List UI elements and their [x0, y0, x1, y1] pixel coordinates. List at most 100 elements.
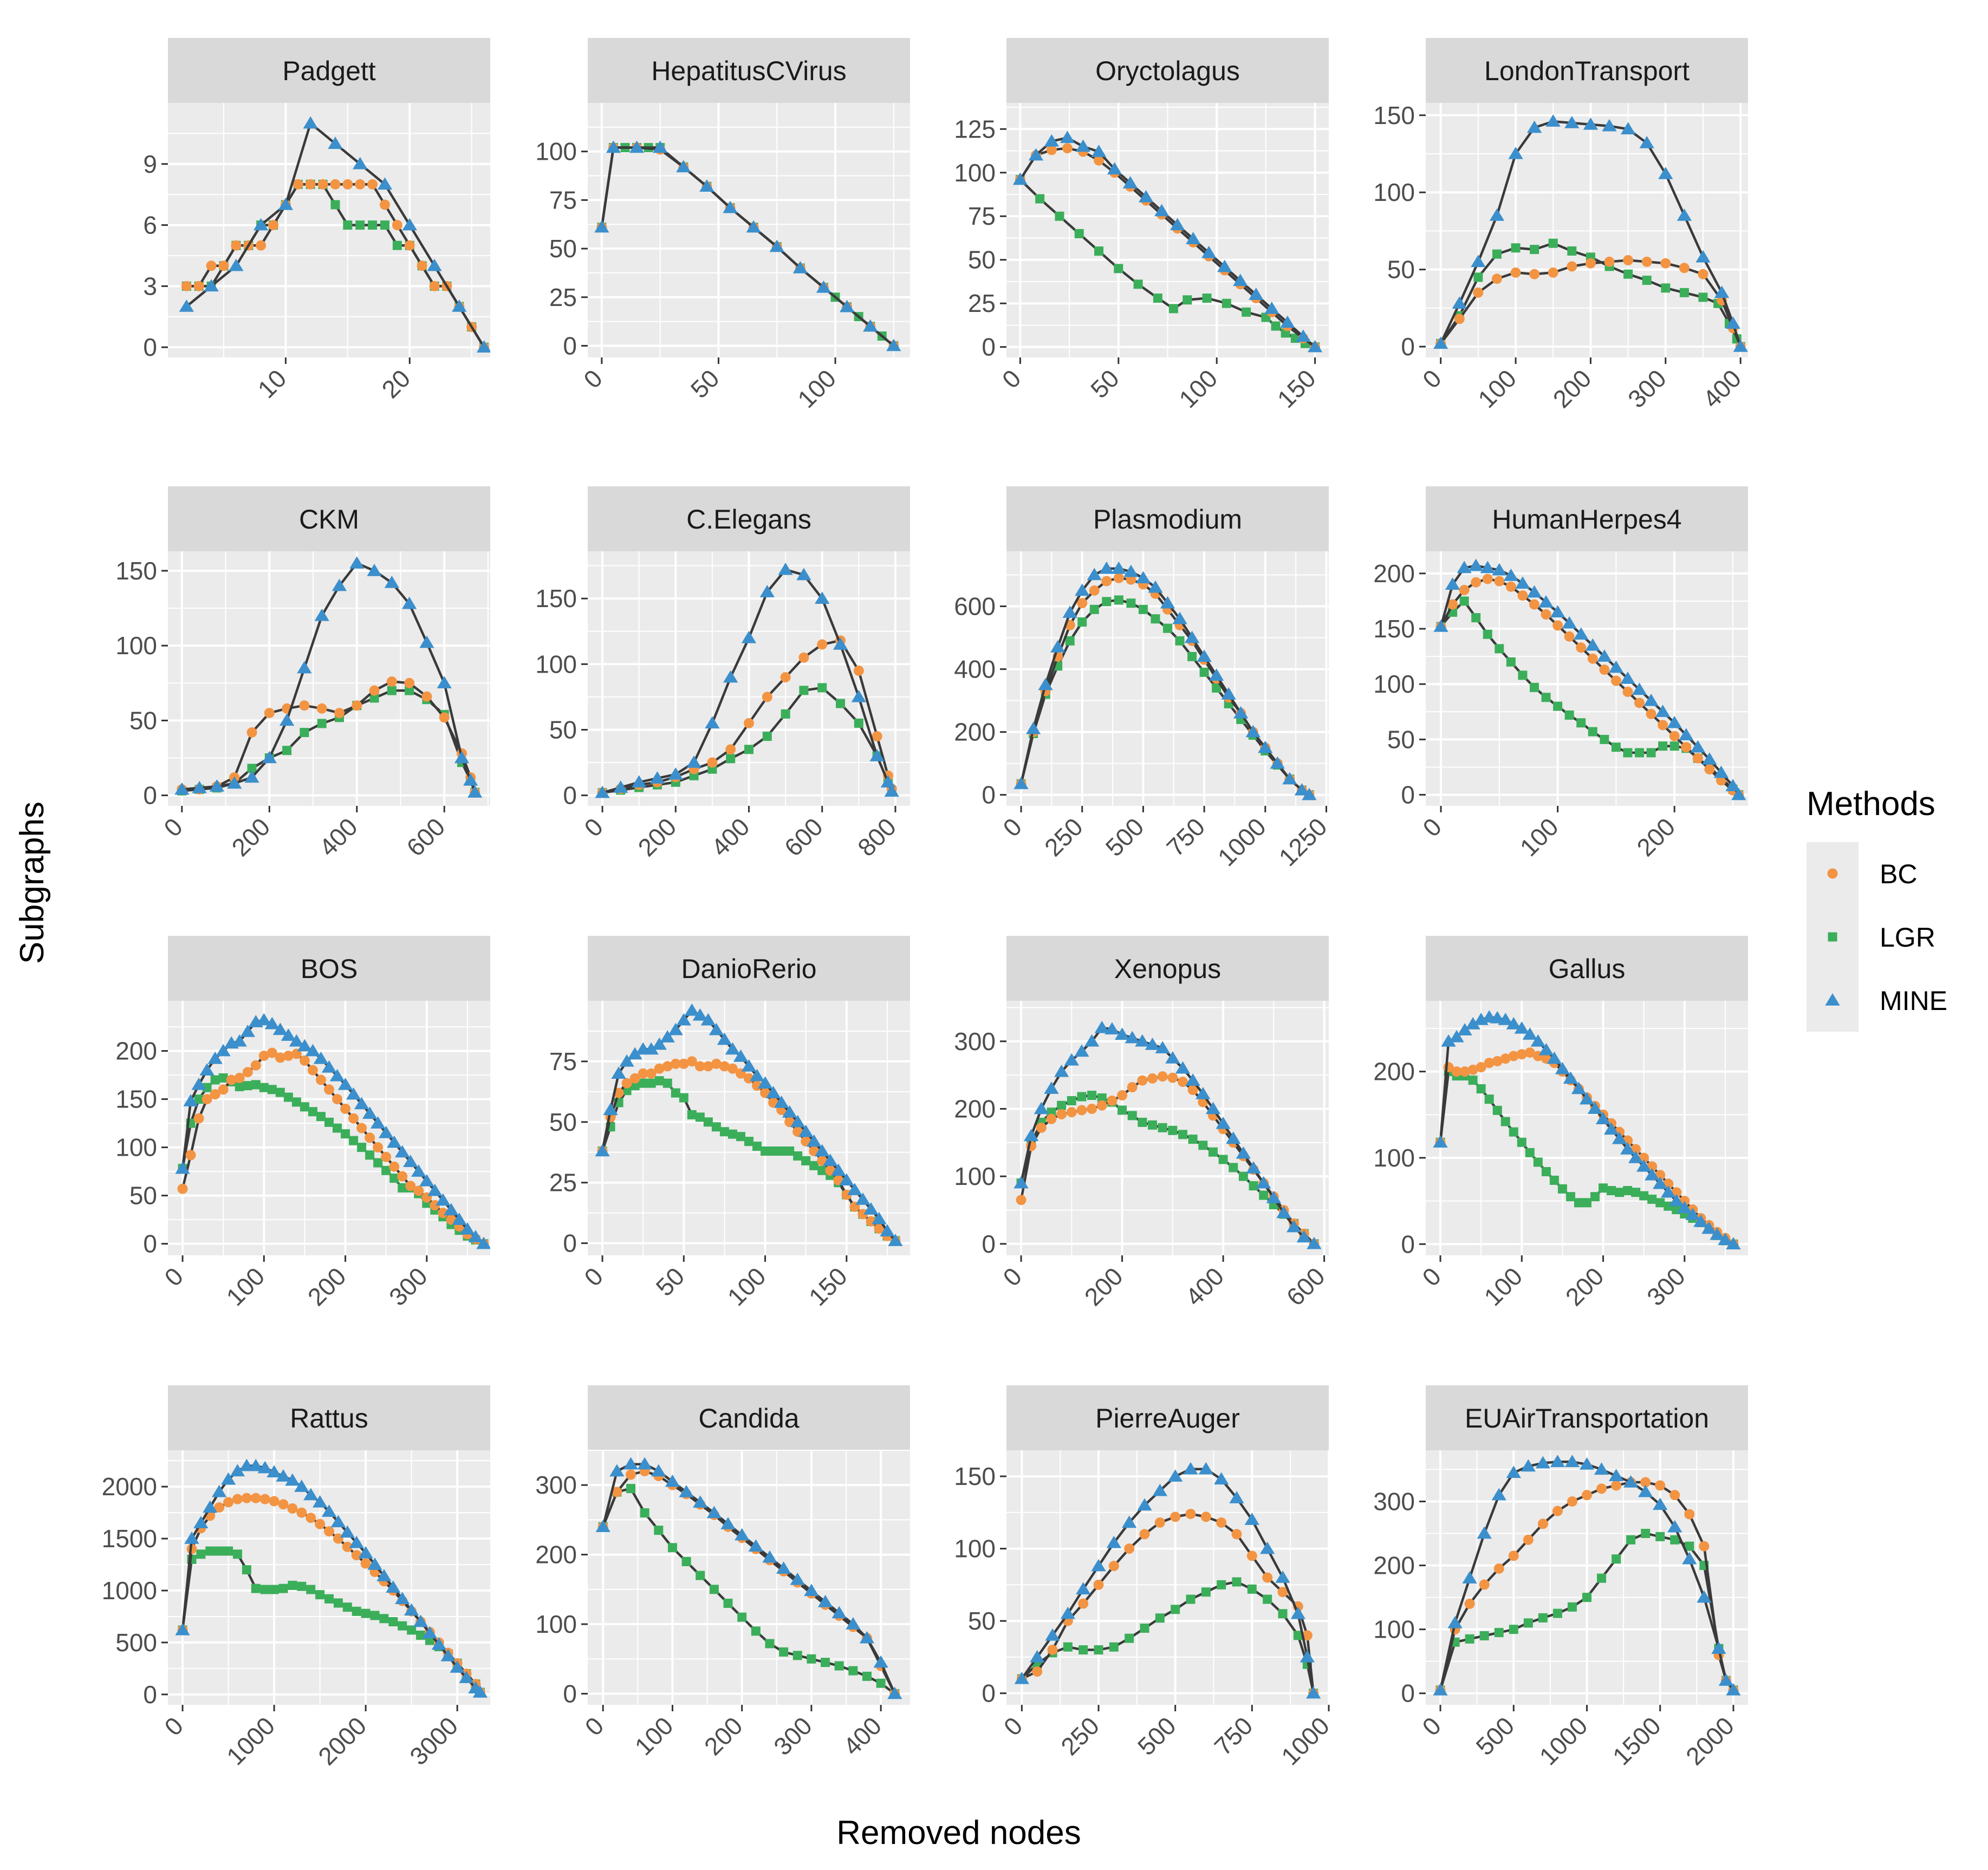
point-mine	[1620, 1142, 1635, 1155]
point-bc	[621, 1078, 632, 1089]
point-bc	[686, 1056, 697, 1067]
point-mine	[676, 160, 691, 173]
point-mine	[362, 1106, 378, 1119]
point-bc	[315, 1519, 326, 1529]
point-lgr	[1600, 734, 1609, 744]
point-lgr	[1178, 1130, 1187, 1139]
point-mine	[379, 1125, 394, 1138]
panel-strip	[1006, 936, 1329, 1001]
point-bc	[269, 1496, 280, 1507]
point-bc	[259, 1494, 270, 1504]
point-mine	[1449, 1030, 1464, 1042]
point-bc	[1216, 1517, 1227, 1528]
point-lgr	[355, 220, 365, 230]
y-tick-label: 500	[115, 1628, 157, 1657]
point-mine	[1209, 668, 1224, 681]
point-mine	[303, 116, 318, 129]
point-bc	[1646, 708, 1656, 719]
point-lgr	[1506, 657, 1516, 667]
point-mine	[297, 1039, 313, 1052]
y-axis-title: Subgraphs	[14, 802, 51, 964]
point-mine	[831, 1606, 847, 1619]
point-bc	[1302, 1630, 1313, 1641]
point-bc	[210, 1089, 220, 1100]
point-mine	[595, 785, 610, 798]
y-tick-label: 100	[535, 650, 577, 678]
point-bc	[404, 677, 415, 688]
point-mine	[1433, 336, 1448, 349]
point-mine	[1236, 1146, 1251, 1159]
point-lgr	[1127, 1111, 1137, 1120]
point-bc	[1491, 273, 1502, 284]
panel-title: HepatitusCVirus	[651, 56, 846, 86]
panel-background	[1426, 103, 1748, 357]
point-mine	[1595, 1112, 1611, 1125]
y-tick-label: 50	[129, 1182, 157, 1210]
point-mine	[594, 220, 609, 233]
x-axis-title: Removed nodes	[836, 1814, 1081, 1852]
point-lgr	[801, 1156, 811, 1165]
point-mine	[1726, 1683, 1741, 1696]
point-mine	[723, 670, 738, 683]
point-lgr	[1118, 1105, 1127, 1115]
point-lgr	[848, 1666, 858, 1676]
point-lgr	[719, 1127, 729, 1137]
point-mine	[419, 1174, 434, 1187]
point-mine	[377, 177, 393, 190]
point-mine	[1170, 218, 1185, 231]
legend-item-bc: BC	[1827, 859, 1917, 889]
point-mine	[1583, 117, 1599, 130]
panel-data	[1012, 131, 1323, 353]
point-bc	[268, 220, 279, 231]
point-mine	[1725, 779, 1740, 791]
point-lgr	[1222, 298, 1231, 308]
point-bc	[1108, 1561, 1119, 1572]
point-lgr	[1183, 295, 1192, 305]
point-lgr	[836, 699, 846, 708]
y-tick-label: 200	[1373, 1058, 1415, 1086]
y-tick-label: 6	[143, 211, 157, 239]
point-lgr	[283, 1092, 293, 1102]
y-tick-label: 0	[982, 1679, 996, 1708]
series-line-bc	[602, 1470, 896, 1695]
point-bc	[307, 1065, 318, 1076]
point-bc	[1698, 269, 1708, 279]
point-mine	[776, 1561, 791, 1574]
point-bc	[1459, 1066, 1470, 1077]
panel-strip	[168, 38, 490, 103]
point-lgr	[1509, 1625, 1518, 1634]
point-mine	[1526, 585, 1542, 598]
y-tick-label: 0	[1401, 1679, 1415, 1708]
point-bc	[678, 1058, 689, 1069]
series-line-bc	[1439, 1481, 1734, 1691]
point-mine	[652, 1037, 667, 1050]
point-mine	[321, 1060, 337, 1073]
point-lgr	[349, 1136, 359, 1145]
point-lgr	[300, 728, 309, 738]
point-mine	[264, 1017, 280, 1030]
point-mine	[1489, 208, 1505, 221]
point-mine	[1632, 682, 1647, 695]
point-lgr	[723, 1599, 733, 1608]
point-mine	[644, 1042, 659, 1055]
point-mine	[792, 260, 808, 273]
point-bc	[356, 1123, 367, 1133]
point-mine	[1025, 721, 1041, 734]
point-lgr	[1201, 1587, 1211, 1597]
point-mine	[184, 1532, 199, 1544]
point-bc	[1541, 609, 1551, 620]
point-bc	[1046, 145, 1057, 155]
point-mine	[354, 1097, 369, 1110]
y-tick-label: 0	[143, 333, 157, 361]
point-bc	[365, 1132, 375, 1143]
point-mine	[1718, 1673, 1734, 1686]
point-mine	[431, 1637, 446, 1650]
point-bc	[1604, 256, 1615, 267]
point-mine	[1306, 1686, 1321, 1699]
point-mine	[1012, 172, 1028, 185]
y-tick-label: 0	[143, 781, 157, 810]
point-mine	[321, 1504, 337, 1517]
point-lgr	[1151, 614, 1160, 624]
